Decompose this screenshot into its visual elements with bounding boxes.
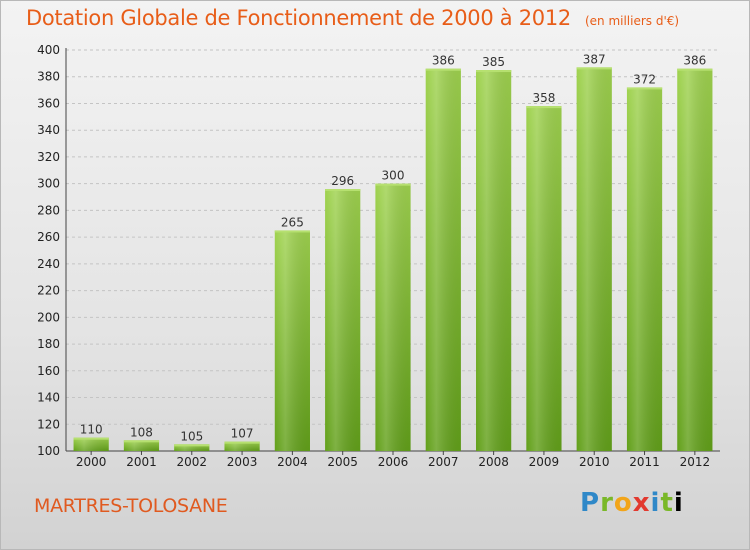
x-tick-label: 2005 <box>327 455 358 469</box>
x-tick-label: 2009 <box>529 455 560 469</box>
x-tick-label: 2000 <box>76 455 107 469</box>
bar-sheen <box>174 444 210 451</box>
x-tick-label: 2007 <box>428 455 459 469</box>
bar-top-highlight <box>425 68 461 71</box>
bar-sheen <box>73 437 109 451</box>
bar-sheen <box>274 230 310 451</box>
data-label: 105 <box>180 429 203 443</box>
axis-layer: 100 120 140 160 180 200 220 240 260 280 300 320 340 3… <box>37 43 720 469</box>
chart-title: Dotation Globale de Fonctionnement de 20… <box>26 6 679 30</box>
y-tick-label: 180 <box>37 337 60 351</box>
y-tick-label: 140 <box>37 391 60 405</box>
bar-top-highlight <box>123 440 160 443</box>
data-label: 386 <box>432 54 455 68</box>
logo-letter: P <box>580 488 601 518</box>
y-tick-label: 100 <box>37 444 60 458</box>
y-tick-label: 240 <box>37 257 60 271</box>
bar-sheen <box>677 68 713 452</box>
y-tick-label: 260 <box>37 230 60 244</box>
x-tick-label: 2002 <box>176 455 207 469</box>
label-layer: 110 108 105 107 265 296 300 386 385 358 387 372 386 <box>80 52 707 443</box>
x-tick-label: 2001 <box>126 455 157 469</box>
y-tick-label: 200 <box>37 310 60 324</box>
bar-top-highlight <box>325 189 361 192</box>
x-tick-label: 2006 <box>378 455 409 469</box>
bar-sheen <box>626 87 663 451</box>
data-label: 108 <box>130 425 153 439</box>
logo-letter: t <box>660 488 674 518</box>
proxiti-logo: Proxiti <box>580 488 684 518</box>
x-tick-label: 2008 <box>478 455 509 469</box>
x-tick-label: 2011 <box>629 455 660 469</box>
y-tick-label: 280 <box>37 203 60 217</box>
bar-top-highlight <box>224 441 260 444</box>
logo-letter: o <box>613 488 633 518</box>
chart-title-text: Dotation Globale de Fonctionnement de 20… <box>26 6 571 30</box>
data-label: 386 <box>683 54 706 68</box>
bar-top-highlight <box>274 230 310 233</box>
bar-top-highlight <box>626 87 663 90</box>
data-label: 265 <box>281 215 304 229</box>
bar-top-highlight <box>73 437 109 440</box>
bar-top-highlight <box>576 67 612 70</box>
y-tick-label: 320 <box>37 150 60 164</box>
data-label: 387 <box>583 52 606 66</box>
data-label: 358 <box>532 91 555 105</box>
bar-top-highlight <box>677 68 713 71</box>
data-label: 300 <box>382 169 405 183</box>
logo-letter: i <box>650 488 661 518</box>
chart-unit-subtitle: (en milliers d'€) <box>584 14 680 28</box>
y-tick-label: 380 <box>37 70 60 84</box>
logo-letter: x <box>632 488 651 518</box>
logo-letter: r <box>600 488 614 518</box>
bar-sheen <box>123 440 160 451</box>
x-tick-label: 2004 <box>277 455 308 469</box>
x-tick-label: 2010 <box>579 455 610 469</box>
y-tick-label: 120 <box>37 417 60 431</box>
y-tick-label: 160 <box>37 364 60 378</box>
logo-letter: i <box>673 488 684 518</box>
x-tick-label: 2003 <box>227 455 258 469</box>
bar-sheen <box>425 68 461 452</box>
bar-top-highlight <box>526 106 562 109</box>
y-tick-label: 400 <box>37 43 60 57</box>
y-tick-label: 300 <box>37 177 60 191</box>
data-label: 296 <box>331 174 354 188</box>
bar-sheen <box>476 70 512 452</box>
bar-sheen <box>375 183 411 451</box>
bar-top-highlight <box>476 70 512 73</box>
data-label: 385 <box>482 55 505 69</box>
bar-sheen <box>576 67 612 452</box>
data-label: 110 <box>80 423 103 437</box>
data-label: 372 <box>633 72 656 86</box>
bar-sheen <box>526 106 562 451</box>
data-label: 107 <box>231 427 254 441</box>
x-tick-label: 2012 <box>680 455 711 469</box>
y-tick-label: 220 <box>37 284 60 298</box>
bar-top-highlight <box>375 183 411 186</box>
bar-sheen <box>224 441 260 451</box>
bar-top-highlight <box>174 444 210 447</box>
y-tick-label: 360 <box>37 96 60 110</box>
bar-sheen <box>325 189 361 451</box>
place-name: MARTRES-TOLOSANE <box>34 495 228 517</box>
y-tick-label: 340 <box>37 123 60 137</box>
bar-layer <box>73 67 713 452</box>
